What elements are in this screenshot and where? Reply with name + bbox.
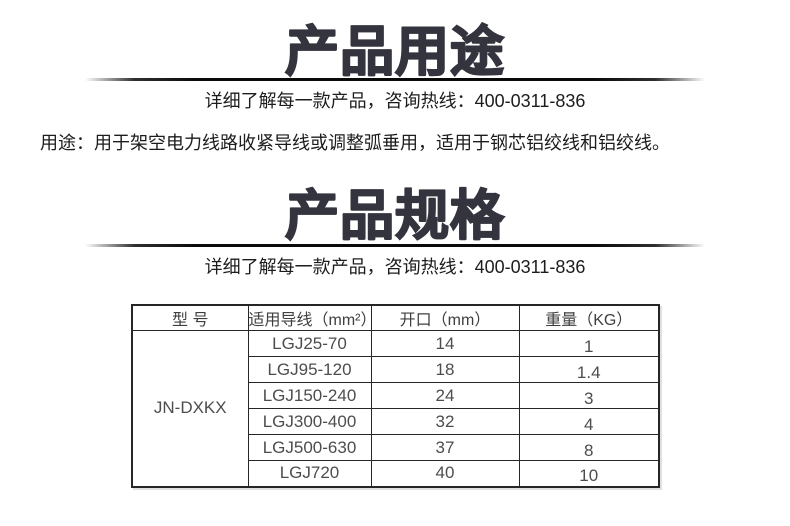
spec-table-row: LGJ720 40 10 <box>132 460 660 487</box>
spec-table-body: JN-DXKX LGJ25-70 14 1 LGJ95-120 18 1.4 LGJ150-2… <box>131 330 660 487</box>
spec-table: 型 号 适用导线（mm²） 开口（mm） 重量（KG） JN-DXKX LGJ25… <box>131 304 660 488</box>
header-conductor: 适用导线（mm²） <box>247 304 372 331</box>
header-weight: 重量（KG） <box>518 304 660 331</box>
opening-cell: 24 <box>370 382 520 409</box>
spec-table-row: JN-DXKX LGJ25-70 14 1 <box>131 330 660 487</box>
header-opening: 开口（mm） <box>370 304 520 331</box>
spec-section-title: 产品规格 <box>284 186 505 246</box>
opening-cell: 14 <box>370 330 520 357</box>
weight-cell: 8 <box>518 434 660 461</box>
opening-cell: 18 <box>370 356 520 383</box>
spec-table-row: LGJ500-630 37 8 <box>132 434 660 461</box>
model-cell: JN-DXKX <box>131 330 249 487</box>
weight-cell: 3 <box>518 382 660 409</box>
opening-cell: 37 <box>370 434 520 461</box>
weight-cell: 1 <box>518 330 660 357</box>
weight-cell: 1.4 <box>518 356 660 383</box>
header-model: 型 号 <box>131 304 249 331</box>
opening-cell: 32 <box>370 408 520 435</box>
spec-table-row: LGJ150-240 24 3 <box>132 382 660 409</box>
conductor-cell: LGJ500-630 <box>247 434 372 461</box>
spec-divider <box>85 244 705 247</box>
conductor-cell: LGJ720 <box>247 460 372 487</box>
usage-section-title: 产品用途 <box>284 22 505 82</box>
spec-table-row: LGJ300-400 32 4 <box>132 408 660 435</box>
conductor-cell: LGJ150-240 <box>247 382 372 409</box>
conductor-cell: LGJ300-400 <box>247 408 372 435</box>
weight-cell: 4 <box>518 408 660 435</box>
weight-cell: 10 <box>518 460 660 487</box>
conductor-cell: LGJ95-120 <box>247 356 372 383</box>
opening-cell: 40 <box>370 460 520 487</box>
spec-table-header-row: 型 号 适用导线（mm²） 开口（mm） 重量（KG） <box>131 304 660 331</box>
usage-hotline-text: 详细了解每一款产品，咨询热线：400-0311-836 <box>204 91 586 111</box>
usage-description: 用途：用于架空电力线路收紧导线或调整弧垂用，适用于钢芯铝绞线和铝绞线。 <box>40 133 670 153</box>
usage-divider <box>85 78 705 81</box>
spec-hotline-text: 详细了解每一款产品，咨询热线：400-0311-836 <box>204 257 586 277</box>
spec-table-row: LGJ95-120 18 1.4 <box>132 356 660 383</box>
conductor-cell: LGJ25-70 <box>247 330 372 357</box>
